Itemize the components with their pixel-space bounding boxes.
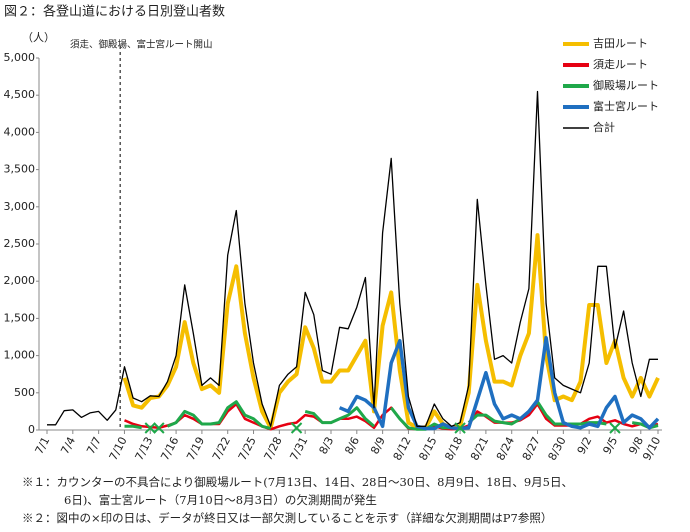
missing-cross (454, 422, 466, 434)
series-line (124, 400, 659, 431)
legend-label: 吉田ルート (593, 37, 648, 50)
y-tick-label: 1,500 (4, 311, 36, 324)
x-tick-label: 7/25 (236, 435, 259, 463)
note: ※１：カウンターの不具合により御殿場ルート(7月13日、14日、28日～30日、… (22, 475, 573, 489)
x-tick-label: 7/31 (287, 435, 310, 463)
y-tick-label: 0 (28, 423, 35, 436)
missing-cross (609, 422, 621, 434)
series-line (47, 90, 658, 427)
x-tick-label: 8/3 (316, 435, 336, 457)
x-tick-label: 8/12 (391, 435, 414, 463)
x-tick-label: 8/21 (468, 435, 491, 463)
x-tick-label: 8/15 (416, 435, 439, 463)
x-tick-label: 8/18 (442, 435, 465, 463)
y-tick-label: 4,500 (4, 88, 36, 101)
y-unit: （人） (22, 31, 55, 44)
x-tick-label: 7/19 (184, 435, 207, 463)
x-tick-label: 7/4 (58, 435, 78, 457)
x-tick-label: 9/10 (640, 435, 663, 463)
y-tick-label: 2,000 (4, 274, 36, 287)
x-tick-label: 9/5 (600, 435, 620, 457)
x-tick-label: 7/13 (132, 435, 155, 463)
note: 6日)、富士宮ルート（7月10日～8月3日）の欠測期間が発生 (64, 493, 377, 507)
x-tick-label: 8/30 (546, 435, 569, 463)
note: ※２：図中の×印の日は、データが終日又は一部欠測していることを示す（詳細な欠測期… (22, 511, 552, 525)
x-tick-label: 8/6 (342, 435, 362, 457)
missing-cross (153, 422, 165, 434)
series-line (338, 335, 660, 431)
y-tick-label: 3,000 (4, 200, 36, 213)
annotation: 須走、御殿場、富士宮ルート開山 (70, 39, 213, 51)
x-tick-label: 7/7 (84, 435, 104, 457)
y-tick-label: 1,000 (4, 349, 36, 362)
x-tick-label: 8/27 (520, 435, 543, 463)
chart-title: 図２：各登山道における日別登山者数 (4, 4, 225, 20)
series-line (122, 233, 660, 430)
y-tick-label: 5,000 (4, 51, 36, 64)
missing-cross (290, 422, 303, 434)
x-tick-label: 9/2 (575, 435, 595, 457)
missing-cross (144, 422, 156, 434)
x-tick-label: 7/16 (158, 435, 181, 463)
y-tick-label: 2,500 (4, 237, 36, 250)
y-tick-label: 500 (14, 386, 35, 399)
legend-label: 須走ルート (593, 58, 648, 71)
y-tick-label: 4,000 (4, 125, 36, 138)
y-tick-label: 3,500 (4, 163, 36, 176)
x-tick-label: 7/1 (33, 435, 53, 457)
x-tick-label: 7/28 (262, 435, 285, 463)
x-tick-label: 7/10 (107, 435, 130, 463)
x-tick-label: 8/24 (494, 435, 517, 463)
legend-label: 富士宮ルート (593, 99, 659, 113)
x-tick-label: 7/22 (210, 435, 233, 463)
legend-label: 合計 (593, 120, 615, 134)
legend-label: 御殿場ルート (593, 78, 659, 92)
x-tick-label: 8/9 (368, 435, 388, 457)
